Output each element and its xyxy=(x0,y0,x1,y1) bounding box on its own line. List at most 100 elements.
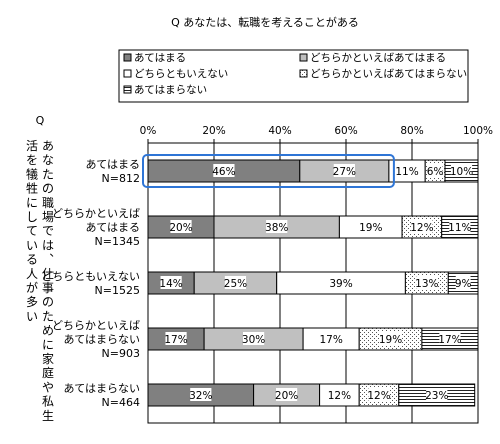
x-tick-label: 100% xyxy=(463,125,493,137)
y-title-char: 家 xyxy=(42,351,54,366)
y-title-char: の xyxy=(42,182,54,196)
legend-label-3: どちらともいえない xyxy=(134,68,228,80)
data-label-bg xyxy=(416,276,438,289)
category-labels: あてはまるN=812どちらかといえばあてはまるN=1345どちらともいえないN=… xyxy=(41,158,140,409)
legend-label-1: あてはまる xyxy=(134,52,186,64)
bar-row: 32% 20% 12% 12% 23% xyxy=(147,383,476,407)
x-tick-label: 60% xyxy=(334,125,357,137)
y-title-char: あ xyxy=(42,139,54,153)
data-label-bg xyxy=(455,276,471,289)
data-label-bg xyxy=(320,332,342,345)
category-n: N=1525 xyxy=(95,284,140,297)
x-tick-label: 0% xyxy=(140,125,157,137)
y-title-char: て xyxy=(26,224,38,238)
category-label: あてはまる xyxy=(85,221,140,234)
data-label: 17% xyxy=(319,334,342,346)
data-label-bg xyxy=(449,220,471,233)
data-label-bg xyxy=(333,164,355,177)
y-title-char: や xyxy=(42,380,54,394)
y-title-char: は xyxy=(42,238,54,252)
data-label: 23% xyxy=(425,390,448,402)
data-label: 13% xyxy=(415,278,438,290)
y-title-char: に xyxy=(42,338,54,352)
data-label-bg xyxy=(360,220,382,233)
y-title-char: る xyxy=(26,253,38,267)
data-label: 11% xyxy=(448,222,471,234)
category-label: あてはまる xyxy=(85,158,140,171)
data-label-bg xyxy=(328,388,350,401)
bar-row: 17% 30% 17% 19% 17% xyxy=(147,327,479,351)
y-title-char: 職 xyxy=(42,196,54,210)
data-label: 20% xyxy=(275,390,298,402)
category-label: あてはまらない xyxy=(63,333,140,346)
category-n: N=812 xyxy=(102,172,140,185)
data-label: 17% xyxy=(164,334,187,346)
data-label: 38% xyxy=(265,222,288,234)
data-label-bg xyxy=(379,332,402,345)
category-label: どちらかといえば xyxy=(52,319,140,332)
data-label-bg xyxy=(396,164,418,177)
data-label: 20% xyxy=(169,222,192,234)
y-title-char: 仕 xyxy=(42,267,54,281)
y-title-char: ︑ xyxy=(42,253,54,267)
category-n: N=464 xyxy=(102,396,140,409)
data-label: 19% xyxy=(359,222,382,234)
category-n: N=903 xyxy=(102,347,140,360)
data-label: 14% xyxy=(159,278,182,290)
y-title-char: で xyxy=(42,224,54,238)
legend-label-5: あてはまらない xyxy=(134,84,207,96)
y-title-char: め xyxy=(42,324,54,338)
data-label-bg xyxy=(330,276,352,289)
legend-swatch-5 xyxy=(123,85,132,94)
data-label-bg xyxy=(368,388,390,401)
data-label-bg xyxy=(426,388,448,401)
y-title-char: 事 xyxy=(42,281,54,295)
y-title-char: な xyxy=(42,153,54,167)
data-label: 25% xyxy=(224,278,247,290)
data-label-bg xyxy=(439,332,461,345)
data-label-bg xyxy=(450,164,473,177)
data-label: 9% xyxy=(455,278,472,290)
legend-label-2: どちらかといえばあてはまる xyxy=(310,52,446,64)
y-title-char: い xyxy=(26,309,38,323)
data-label-bg xyxy=(411,220,433,233)
y-title-char: が xyxy=(26,280,38,295)
y-title-char: し xyxy=(26,210,38,224)
legend-swatch-1 xyxy=(123,53,132,62)
y-title-char: 場 xyxy=(42,210,54,224)
data-label: 46% xyxy=(212,166,235,178)
category-label: どちらともいえない xyxy=(41,270,140,283)
data-label-bg xyxy=(190,388,212,401)
data-label-bg xyxy=(266,220,288,233)
data-label-bg xyxy=(243,332,265,345)
y-title-char: た xyxy=(42,167,54,181)
data-label: 30% xyxy=(242,334,265,346)
x-tick-label: 40% xyxy=(268,125,291,137)
y-title-char: 生 xyxy=(42,409,54,423)
x-tick-label: 20% xyxy=(202,125,225,137)
y-title-char: 活 xyxy=(26,139,38,153)
legend-swatch-4 xyxy=(299,69,308,78)
category-label: どちらかといえば xyxy=(52,207,140,220)
data-label-bg xyxy=(427,164,443,177)
category-label: あてはまらない xyxy=(63,382,140,395)
data-label: 12% xyxy=(367,390,390,402)
y-title-char: の xyxy=(42,295,54,309)
y-title-char: 牲 xyxy=(26,182,38,196)
data-label-bg xyxy=(276,388,298,401)
data-label: 17% xyxy=(438,334,461,346)
legend-box xyxy=(118,49,469,103)
category-n: N=1345 xyxy=(95,235,140,248)
y-title-char: 庭 xyxy=(42,365,54,380)
data-label-bg xyxy=(165,332,187,345)
data-label: 27% xyxy=(333,166,356,178)
bar-row: 46% 27% 11% 6% 10% xyxy=(147,159,479,183)
data-label-bg xyxy=(213,164,235,177)
legend-swatch-3 xyxy=(123,69,132,78)
data-label-bg xyxy=(224,276,247,289)
highlight-box xyxy=(142,154,395,188)
y-title-char: 人 xyxy=(26,267,38,281)
legend-swatch-2 xyxy=(299,53,308,62)
